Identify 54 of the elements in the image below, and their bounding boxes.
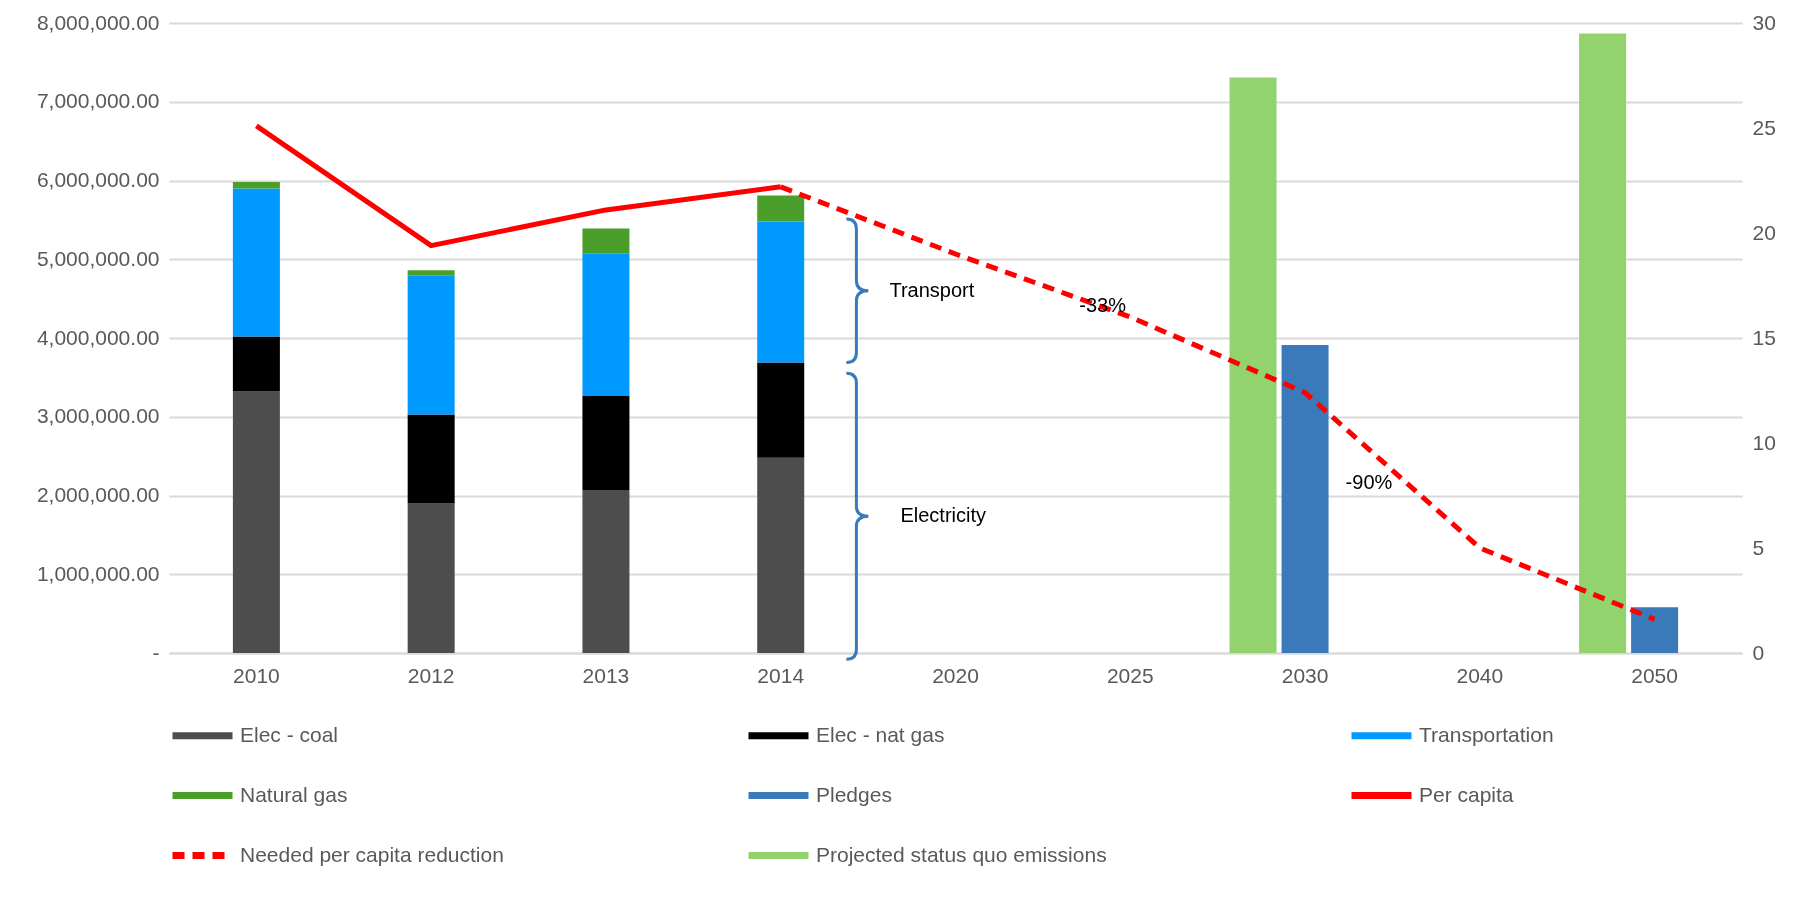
y2-tick-label: 25 bbox=[1752, 115, 1776, 139]
legend-label: Needed per capita reduction bbox=[240, 842, 504, 866]
y-tick-label: - bbox=[152, 640, 160, 664]
y2-tick-label: 5 bbox=[1752, 535, 1765, 559]
x-tick-label: 2025 bbox=[1106, 663, 1154, 687]
y-tick-label: 8,000,000.00 bbox=[36, 10, 160, 34]
bar bbox=[582, 253, 630, 396]
legend-label: Projected status quo emissions bbox=[816, 842, 1107, 866]
bar bbox=[232, 391, 280, 653]
bar bbox=[582, 489, 630, 653]
y2-tick-label: 15 bbox=[1752, 325, 1776, 349]
x-tick-label: 2012 bbox=[407, 663, 455, 687]
bar bbox=[407, 275, 455, 415]
y-tick-label: 6,000,000.00 bbox=[36, 168, 160, 191]
bar bbox=[757, 221, 805, 363]
bar bbox=[1631, 607, 1679, 653]
annotation: -90% bbox=[1345, 470, 1393, 493]
x-tick-label: 2020 bbox=[932, 663, 979, 687]
y-tick-label: 7,000,000.00 bbox=[36, 89, 160, 113]
legend-label: Elec - nat gas bbox=[816, 722, 945, 746]
bar bbox=[407, 503, 455, 653]
bar bbox=[407, 414, 455, 504]
legend-label: Natural gas bbox=[240, 782, 348, 806]
bar bbox=[232, 188, 280, 337]
y-tick-label: 1,000,000.00 bbox=[36, 561, 160, 585]
y-tick-label: 4,000,000.00 bbox=[36, 325, 160, 349]
y-tick-label: 3,000,000.00 bbox=[36, 404, 160, 428]
bar bbox=[757, 195, 805, 222]
bar bbox=[757, 457, 805, 653]
x-tick-label: 2013 bbox=[582, 663, 630, 687]
x-tick-label: 2040 bbox=[1456, 663, 1504, 687]
y2-tick-label: 30 bbox=[1752, 10, 1776, 34]
bar bbox=[407, 270, 455, 276]
y2-tick-label: 10 bbox=[1752, 430, 1776, 454]
legend-label: Per capita bbox=[1419, 782, 1514, 806]
x-tick-label: 2010 bbox=[233, 663, 280, 687]
legend-label: Transportation bbox=[1419, 722, 1554, 746]
legend-label: Elec - coal bbox=[240, 722, 339, 746]
bar bbox=[582, 395, 630, 490]
y2-tick-label: 0 bbox=[1752, 640, 1765, 664]
bar bbox=[757, 362, 805, 458]
bar bbox=[1281, 345, 1329, 653]
annotation: Transport bbox=[889, 278, 975, 301]
annotation: Electricity bbox=[900, 504, 987, 527]
x-tick-label: 2030 bbox=[1281, 663, 1329, 687]
y-tick-label: 5,000,000.00 bbox=[36, 246, 160, 270]
bar bbox=[232, 182, 280, 189]
x-tick-label: 2014 bbox=[757, 663, 805, 687]
x-tick-label: 2050 bbox=[1631, 663, 1678, 687]
bar bbox=[582, 228, 630, 254]
y-tick-label: 2,000,000.00 bbox=[36, 483, 160, 506]
legend-label: Pledges bbox=[816, 782, 892, 806]
y2-tick-label: 20 bbox=[1752, 220, 1776, 244]
bar bbox=[232, 336, 280, 392]
